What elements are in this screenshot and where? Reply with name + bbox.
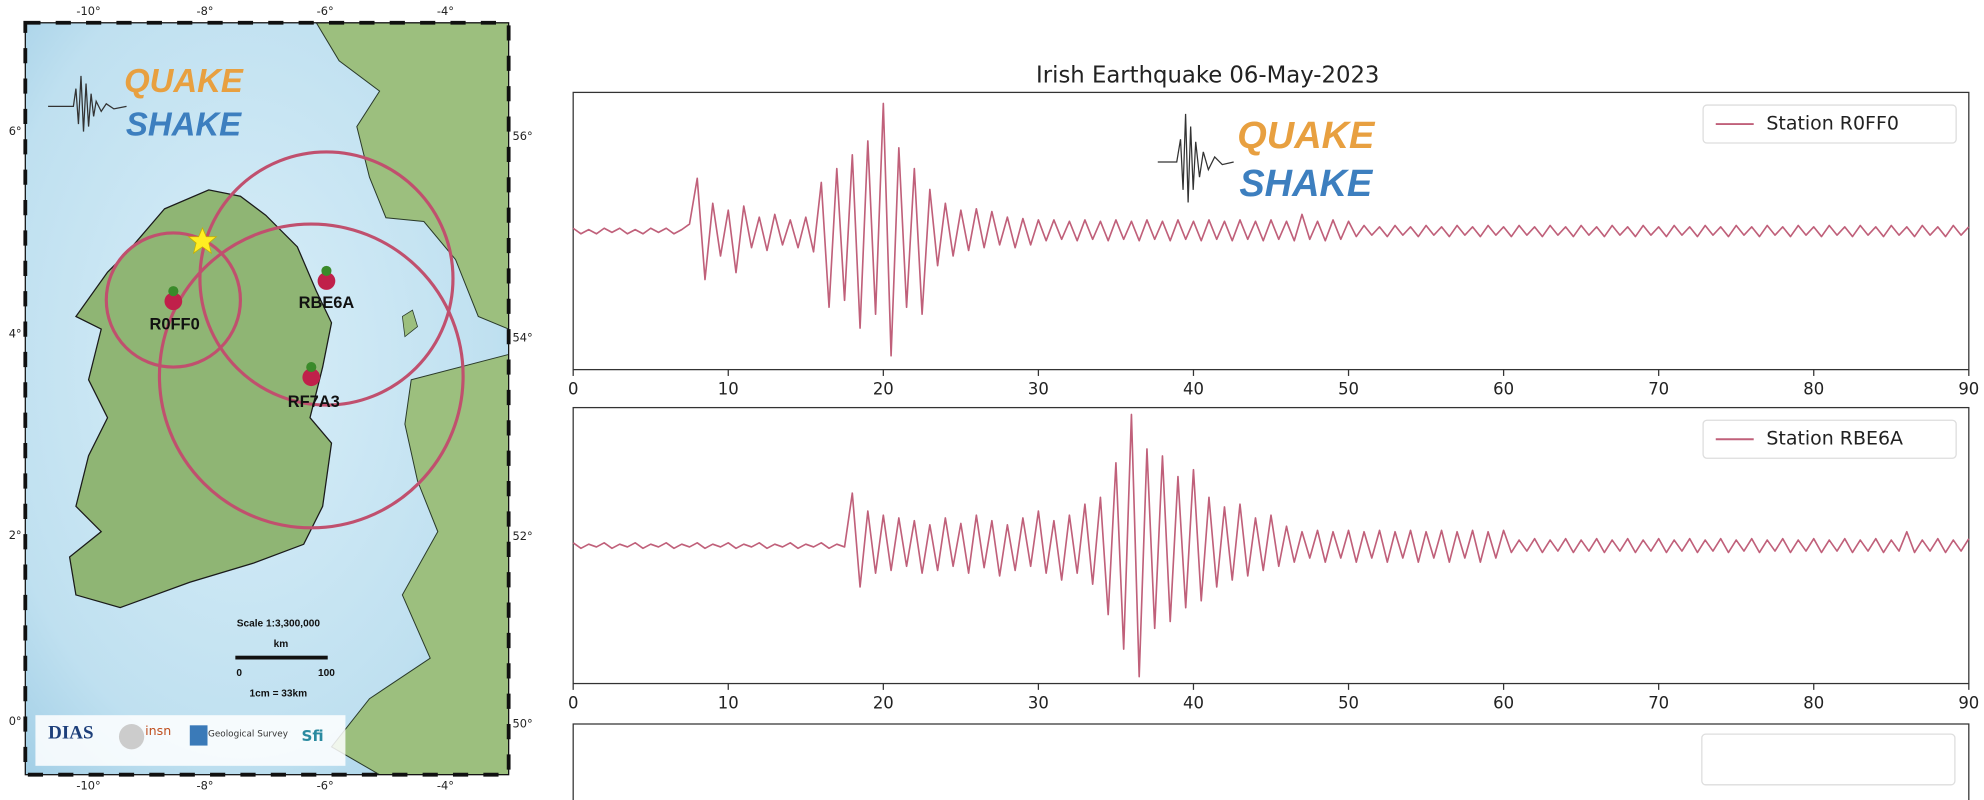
station-label: RBE6A [299, 294, 355, 312]
station-icon [302, 362, 321, 387]
x-tick-label: 40 [1183, 379, 1204, 398]
x-tick-label: 70 [1648, 693, 1669, 712]
range-circle [157, 222, 465, 530]
x-tick-label: 80 [1803, 379, 1824, 398]
legend-box [1701, 733, 1956, 786]
logo-icon [189, 725, 208, 746]
epicentre-star [187, 226, 218, 255]
lat-tick: 56° [512, 129, 532, 143]
scale-bar [235, 655, 328, 660]
scotland [315, 22, 509, 330]
station-icon [317, 265, 336, 290]
x-tick-label: 80 [1803, 693, 1824, 712]
logo-text: QUAKE [1237, 115, 1376, 157]
chart-title: Irish Earthquake 06-May-2023 [1036, 62, 1379, 88]
x-tick-label: 30 [1028, 379, 1049, 398]
lat-tick: 0° [9, 714, 22, 728]
logo-wave [48, 75, 127, 132]
x-tick-label: 30 [1028, 693, 1049, 712]
x-tick-label: 10 [718, 693, 739, 712]
legend-box [1702, 104, 1957, 144]
lat-tick: 54° [512, 330, 532, 344]
range-circle [198, 150, 455, 407]
station-label: RF7A3 [288, 393, 340, 411]
station-icon [164, 286, 183, 311]
lon-tick: -4° [437, 779, 454, 793]
station-label: R0FF0 [149, 316, 199, 334]
scale-start: 0 [236, 668, 242, 679]
scale-text: Scale 1:3,300,000 [237, 619, 321, 630]
chart-logo: QUAKE SHAKE [1157, 113, 1376, 205]
ireland [68, 189, 333, 609]
legend-box [1702, 419, 1957, 459]
map: R0FF0 RBE6A RF7A3 QUAKE SHAKE Scale 1:3,… [9, 4, 533, 793]
legend-label: Station RBE6A [1766, 428, 1903, 450]
lat-tick: 6° [9, 124, 22, 138]
axes-frame [572, 723, 1970, 800]
england-wales [330, 353, 509, 775]
logo-text: insn [145, 723, 171, 738]
lat-tick: 2° [9, 528, 22, 542]
axes-frame [572, 91, 1970, 371]
lon-tick: -6° [317, 779, 334, 793]
x-tick-label: 10 [718, 379, 739, 398]
series-line [572, 413, 1970, 678]
legend-label: Station R0FF0 [1766, 113, 1899, 135]
x-tick-label: 50 [1338, 379, 1359, 398]
x-tick-label: 40 [1183, 693, 1204, 712]
chart: 0 10 20 30 40 50 60 70 80 90 Station RBE6A [568, 406, 1979, 712]
lon-tick: -10° [76, 4, 100, 18]
x-tick-label: 0 [568, 379, 578, 398]
logo-text: DIAS [48, 723, 93, 744]
scale-unit: km [274, 639, 289, 650]
scale-end: 100 [318, 668, 335, 679]
lon-tick: -8° [196, 4, 213, 18]
lon-tick: -10° [76, 779, 100, 793]
x-tick-label: 0 [568, 693, 578, 712]
logo-text: Geological Survey [208, 730, 288, 740]
logo-wave [1157, 113, 1234, 203]
logo-text: QUAKE [124, 62, 244, 99]
map-frame [24, 22, 510, 776]
lat-tick: 50° [512, 717, 532, 731]
axes-frame [572, 406, 1970, 685]
x-tick-label: 60 [1493, 379, 1514, 398]
cropped-panel [572, 723, 1970, 800]
lon-tick: -6° [317, 4, 334, 18]
x-tick-label: 90 [1958, 693, 1979, 712]
logo-text: SHAKE [1239, 163, 1374, 205]
logo-icon [118, 724, 145, 750]
lon-tick: -4° [437, 4, 454, 18]
lat-tick: 4° [9, 327, 22, 341]
logo-text: SHAKE [126, 105, 242, 142]
range-circle [104, 231, 242, 369]
scale-ratio: 1cm = 33km [250, 688, 308, 699]
chart: Irish Earthquake 06-May-2023 0 10 20 30 40 50 6… [568, 62, 1979, 398]
x-tick-label: 60 [1493, 693, 1514, 712]
x-tick-label: 50 [1338, 693, 1359, 712]
lon-tick: -8° [196, 779, 213, 793]
x-tick-label: 20 [873, 693, 894, 712]
x-tick-label: 70 [1648, 379, 1669, 398]
series-line [572, 102, 1970, 357]
x-tick-label: 90 [1958, 379, 1979, 398]
logo-text: Sfi [301, 727, 323, 745]
isle-of-man [401, 309, 418, 338]
x-tick-label: 20 [873, 379, 894, 398]
lat-tick: 52° [512, 529, 532, 543]
